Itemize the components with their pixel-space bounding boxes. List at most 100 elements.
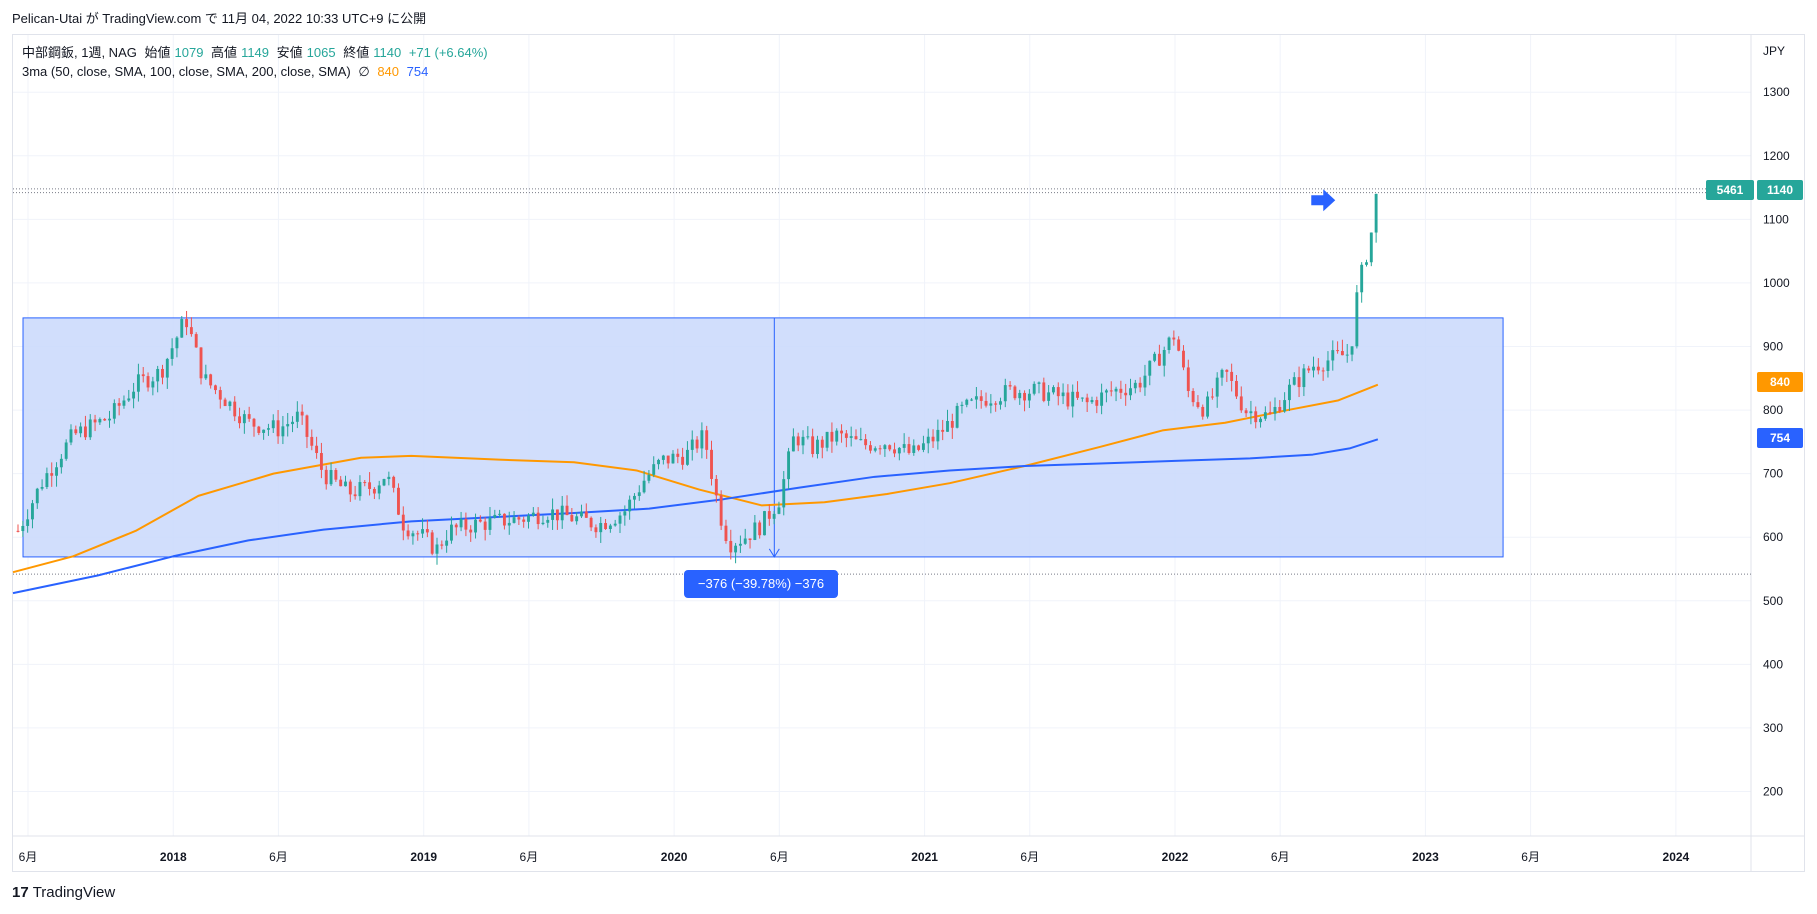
candle-body [117,403,121,406]
candle-body [748,538,752,541]
candle-body [464,518,468,530]
candle-body [295,411,299,422]
ma50-empty: ∅ [358,64,370,79]
candle-body [1032,383,1036,394]
candle-body [286,424,290,427]
candle-body [459,518,463,528]
candle-body [676,453,680,457]
candle-body [392,476,396,488]
candle-body [536,512,540,525]
candle-body [633,495,636,500]
time-tick-label: 6月 [19,850,38,864]
candle-body [825,431,829,448]
candle-body [1119,388,1123,393]
close-value: 1140 [373,45,402,60]
candle-body [1278,406,1282,412]
price-range-label[interactable]: −376 (−39.78%) −376 [684,570,838,598]
candle-body [247,414,251,419]
candle-body [1287,384,1291,401]
candle-body [1196,402,1200,407]
publisher-line: Pelican-Utai が TradingView.com で 11月 04,… [12,11,427,26]
candle-body [348,481,352,495]
high-label: 高値 [211,45,238,60]
candle-body [1100,392,1104,406]
arrow-marker-icon [1311,189,1336,212]
candle-body [546,519,550,523]
candle-body [223,399,227,407]
candle-body [681,456,685,465]
candle-body [902,444,906,448]
candle-body [758,522,762,536]
candle-body [310,436,314,446]
candle-body [604,522,608,530]
candle-body [941,429,945,432]
candle-body [685,449,689,465]
candle-body [189,327,193,335]
ma200-price-badge: 754 [1757,428,1803,448]
candle-body [276,420,280,437]
candle-body [1259,418,1262,423]
candle-body [671,453,675,464]
candle-body [382,479,386,486]
candle-body [575,516,579,522]
candle-body [112,403,116,419]
candle-body [1167,337,1171,351]
candle-body [580,511,583,517]
candle-body [1273,406,1277,414]
candle-body [921,443,925,450]
candle-body [859,439,863,441]
candle-body [358,482,362,497]
symbol-title[interactable]: 中部鋼鈑, 1週, NAG [22,45,137,60]
time-tick-label: 2022 [1162,850,1189,864]
candle-body [589,517,593,528]
candle-body [450,524,453,541]
candle-body [1133,382,1137,389]
time-tick-label: 2021 [911,850,938,864]
candle-body [425,529,429,533]
candle-body [1172,337,1176,340]
candle-body [1345,354,1349,356]
candle-body [300,411,304,416]
candle-body [1206,396,1210,417]
candle-body [811,436,815,455]
candle-body [816,439,819,455]
candle-body [329,470,333,485]
candle-body [1104,390,1108,393]
candle-body [1162,350,1166,366]
candle-body [772,513,776,519]
candle-body [445,540,449,546]
candle-body [478,519,482,522]
candle-body [1023,392,1026,401]
candle-body [801,436,805,446]
ma-legend[interactable]: 3ma (50, close, SMA, 100, close, SMA, 20… [22,64,432,80]
candle-body [1124,392,1128,396]
candle-body [1071,391,1075,407]
candle-body [397,487,400,515]
candle-body [926,436,930,444]
candle-body [411,533,415,537]
candle-body [344,481,347,487]
measure-arrowhead [768,548,780,558]
candle-body [878,448,882,450]
candle-body [1244,410,1248,414]
candle-body [864,439,868,446]
candle-body [1037,382,1041,384]
candle-body [1095,400,1099,406]
candle-body [690,439,694,450]
candle-body [1369,232,1373,263]
candle-body [931,436,935,442]
candle-body [55,467,58,476]
candle-body [498,513,502,515]
candle-body [1360,264,1364,293]
candle-body [454,524,458,528]
candle-body [806,436,810,438]
time-tick-label: 6月 [1521,850,1540,864]
candle-body [488,517,492,530]
tradingview-logo[interactable]: 17 TradingView [12,884,115,901]
time-tick-label: 2019 [410,850,437,864]
candle-body [628,499,632,512]
candle-body [1061,392,1065,397]
candle-body [252,418,256,427]
candle-body [406,530,410,537]
